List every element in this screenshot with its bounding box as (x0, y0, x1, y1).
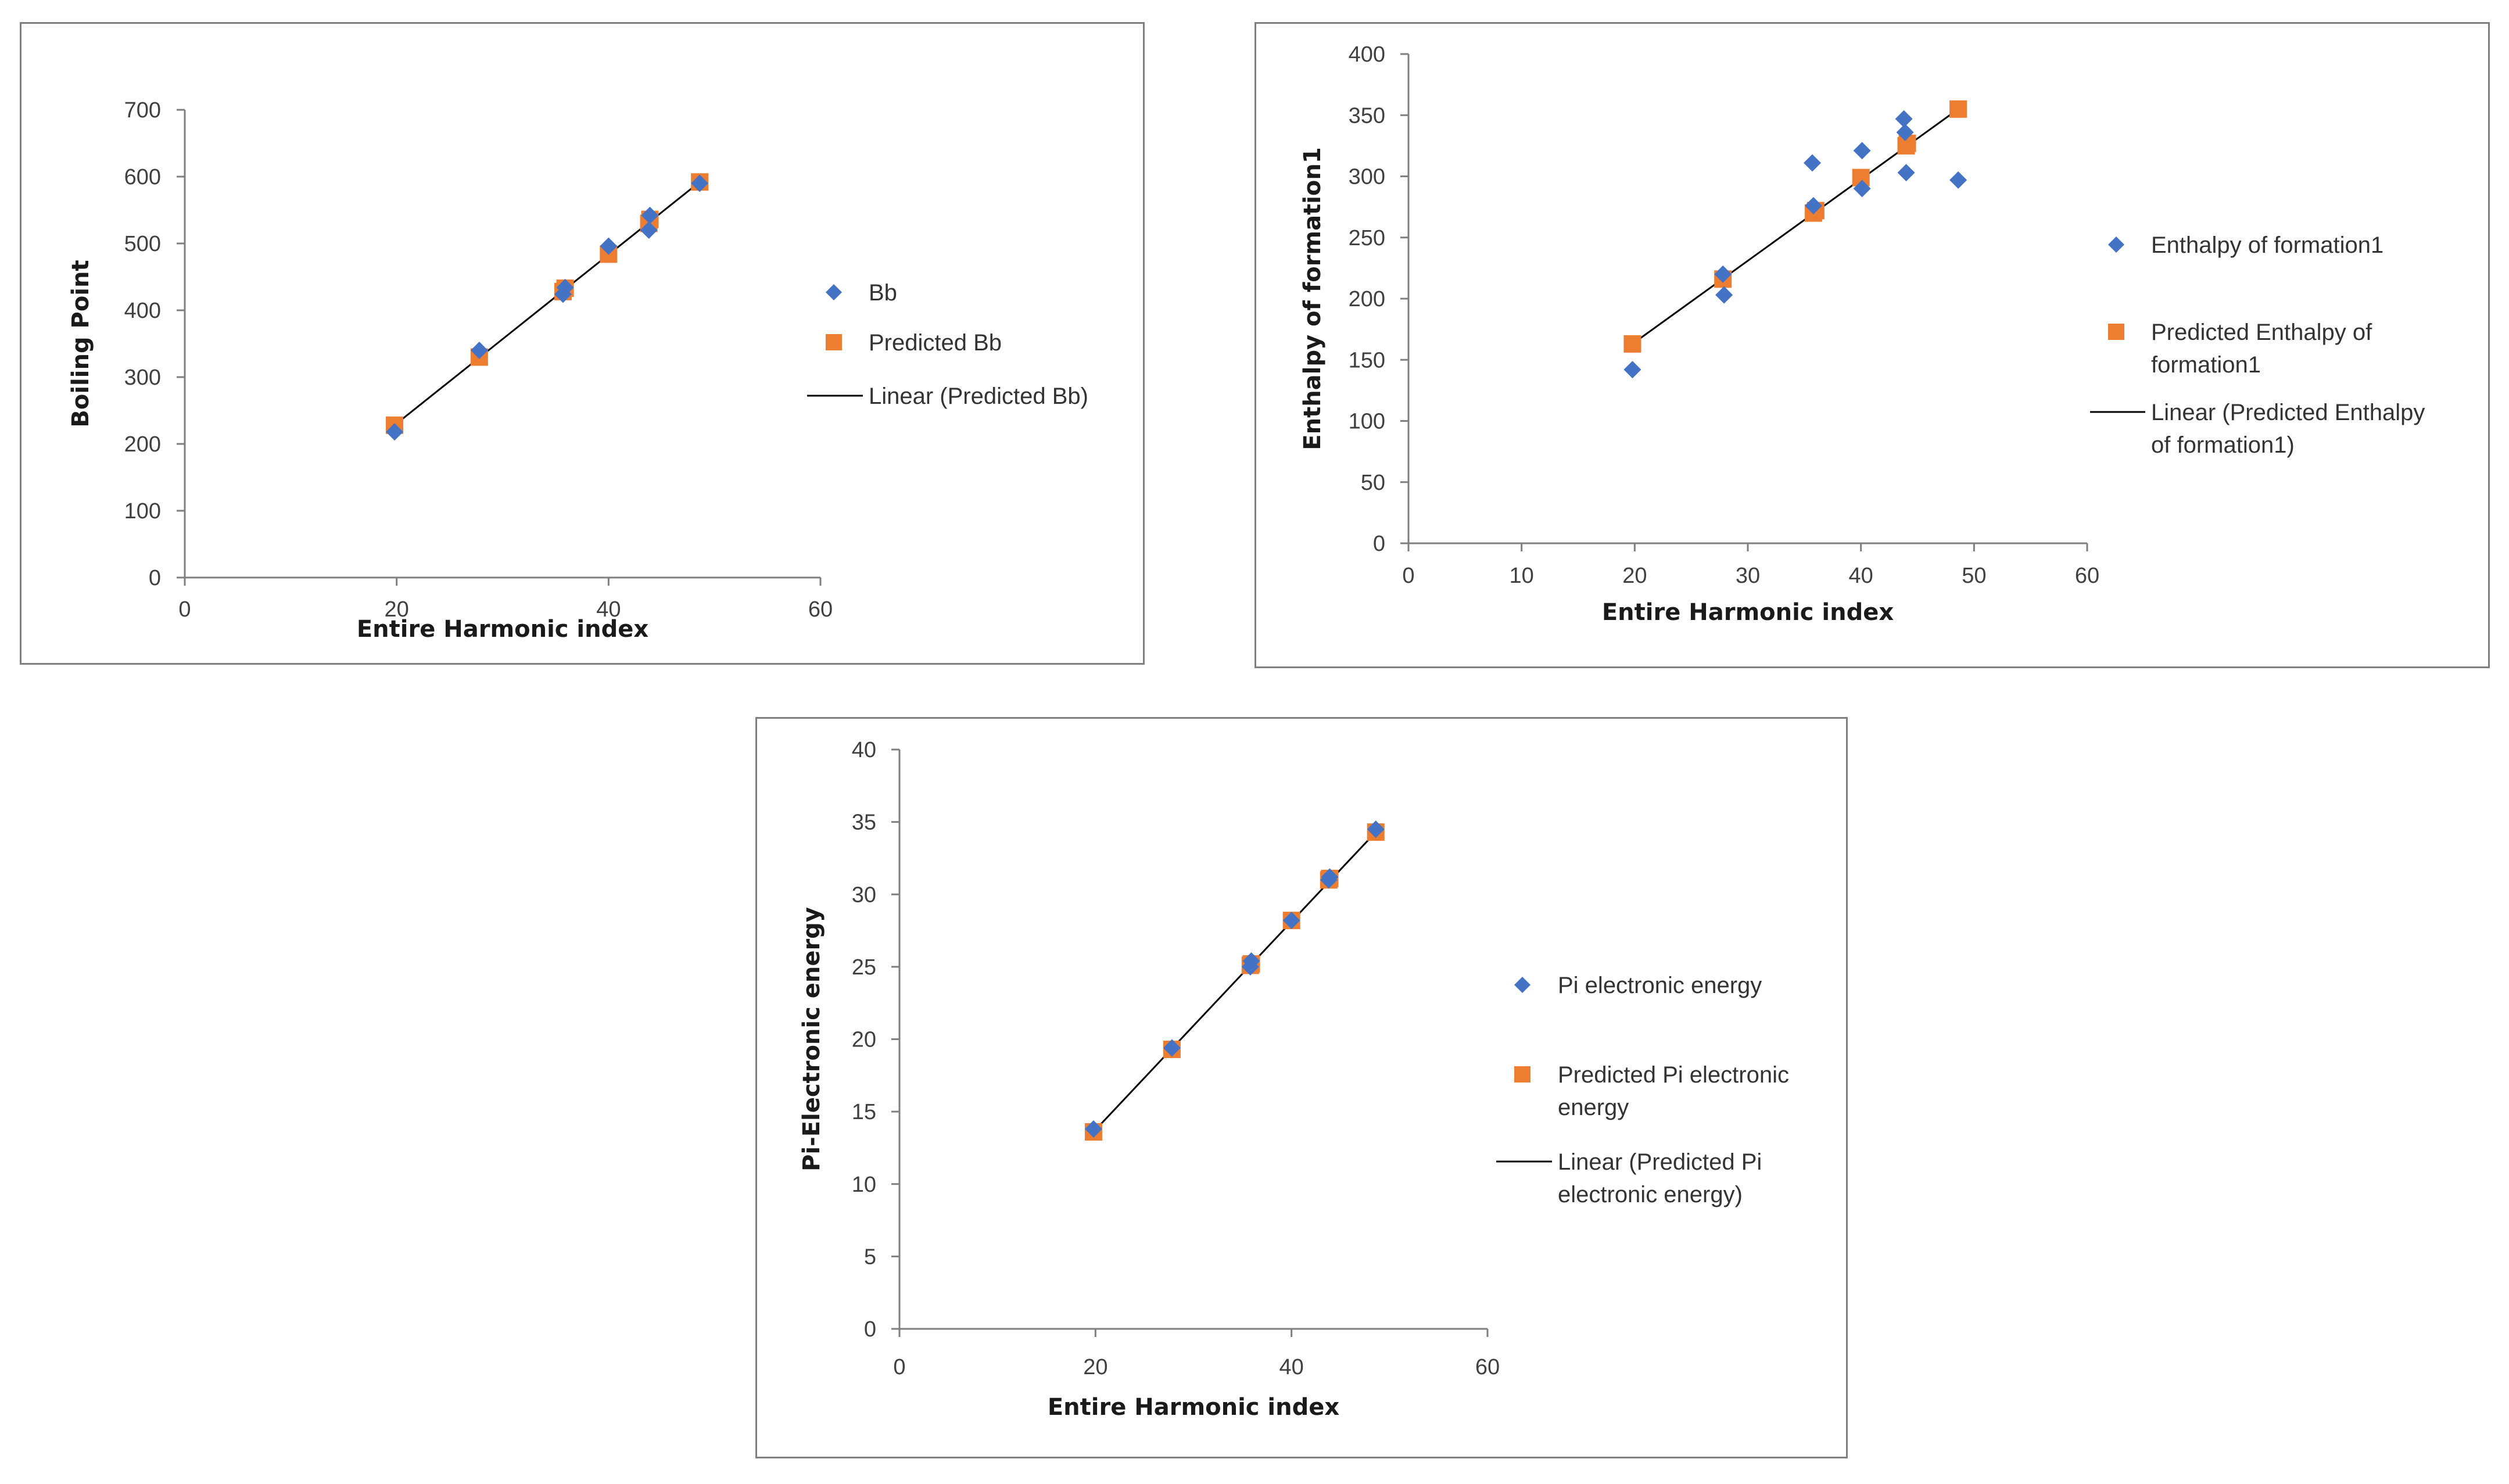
legend-square-icon (826, 334, 842, 350)
y-tick-label: 300 (124, 365, 161, 390)
legend-square-icon (2108, 324, 2124, 340)
observed-point (1321, 868, 1339, 886)
chart-pi-electronic-energy: 0 5 10 15 20 25 30 35 40 0 20 40 60 Entire Harmonic i… (798, 738, 1789, 1421)
y-tick-label: 35 (852, 811, 876, 835)
x-tick-label: 20 (1622, 564, 1647, 588)
observed-point (470, 342, 488, 359)
legend-square-icon (1514, 1066, 1531, 1082)
y-axis-title: Pi-Electronic energy (798, 907, 825, 1171)
chart-boiling-point: 0 100 200 300 400 500 600 700 0 20 40 60 Entire Harm… (67, 98, 1088, 643)
observed-point (1895, 110, 1913, 128)
observed-point (600, 237, 618, 255)
observed-point (386, 423, 404, 441)
observed-point (691, 174, 709, 192)
y-tick-label: 50 (1361, 471, 1385, 495)
chart-enthalpy-of-formation: 0 50 100 150 200 250 300 350 400 0 10 20 30 40 50 60 Ent… (1299, 42, 2425, 626)
observed-point (1897, 164, 1915, 182)
chart-panel-boiling-point: 0 100 200 300 400 500 600 700 0 20 40 60 Entire Harm… (20, 22, 1145, 665)
x-tick-label: 0 (178, 597, 191, 622)
y-tick-label: 0 (149, 566, 161, 590)
observed-point (556, 278, 574, 296)
y-tick-label: 350 (1349, 103, 1385, 128)
legend-label: Linear (Predicted Pi electronic energy) (1558, 1149, 1762, 1207)
legend-label: Predicted Pi electronic energy (1558, 1062, 1789, 1120)
y-tick-label: 200 (1349, 287, 1385, 311)
y-tick-label: 0 (864, 1317, 876, 1342)
observed-point (1949, 171, 1967, 189)
x-tick-label: 50 (1962, 564, 1986, 588)
y-tick-label: 30 (852, 883, 876, 907)
predicted-point (1623, 335, 1641, 353)
x-tick-label: 10 (1510, 564, 1534, 588)
y-tick-label: 5 (864, 1245, 876, 1269)
y-tick-label: 400 (1349, 42, 1385, 67)
observed-point (1853, 180, 1871, 198)
legend-diamond-icon (1514, 977, 1531, 993)
y-tick-label: 250 (1349, 226, 1385, 250)
x-tick-label: 0 (1402, 564, 1414, 588)
x-tick-label: 60 (1475, 1355, 1500, 1379)
x-tick-label: 0 (893, 1355, 905, 1379)
observed-point (1623, 361, 1641, 379)
legend-label: Linear (Predicted Enthalpy of formation1) (2151, 400, 2425, 458)
observed-point (1714, 265, 1732, 283)
observed-point (1896, 123, 1914, 141)
observed-point (641, 206, 659, 224)
observed-point (1163, 1039, 1181, 1057)
observed-point (1853, 142, 1871, 160)
observed-point (1367, 820, 1385, 838)
x-tick-label: 20 (385, 597, 409, 622)
x-tick-label: 60 (2075, 564, 2099, 588)
legend-label: Predicted Enthalpy of formation1 (2151, 320, 2372, 378)
observed-point (1242, 952, 1260, 970)
observed-point (1282, 912, 1300, 930)
observed-point (1804, 197, 1822, 215)
x-axis-title: Entire Harmonic index (1048, 1394, 1340, 1421)
x-axis-title: Entire Harmonic index (1602, 599, 1894, 626)
y-tick-label: 10 (852, 1173, 876, 1197)
y-tick-label: 15 (852, 1100, 876, 1124)
legend-diamond-icon (2108, 236, 2124, 253)
observed-point (1084, 1120, 1102, 1138)
observed-point (640, 221, 658, 239)
legend-diamond-icon (826, 284, 842, 300)
legend-label: Predicted Bb (869, 330, 1002, 356)
x-tick-label: 40 (596, 597, 621, 622)
legend-label: Linear (Predicted Bb) (869, 383, 1088, 409)
y-tick-label: 40 (852, 738, 876, 762)
y-tick-label: 25 (852, 955, 876, 980)
y-tick-label: 200 (124, 432, 161, 457)
y-tick-label: 300 (1349, 165, 1385, 189)
legend-label: Pi electronic energy (1558, 973, 1762, 998)
y-tick-label: 100 (124, 499, 161, 524)
x-tick-label: 20 (1083, 1355, 1107, 1379)
y-tick-label: 600 (124, 165, 161, 189)
legend-label: Enthalpy of formation1 (2151, 232, 2383, 258)
x-axis-title: Entire Harmonic index (357, 616, 649, 643)
x-tick-label: 60 (808, 597, 833, 622)
y-tick-label: 150 (1349, 348, 1385, 372)
y-axis-title: Boiling Point (67, 260, 94, 427)
predicted-point (1949, 100, 1967, 118)
x-tick-label: 30 (1736, 564, 1760, 588)
y-tick-label: 100 (1349, 410, 1385, 434)
y-axis-title: Enthalpy of formation1 (1299, 147, 1326, 450)
y-tick-label: 0 (1373, 532, 1385, 556)
observed-point (1715, 286, 1733, 304)
legend-label: Bb (869, 280, 897, 306)
x-tick-label: 40 (1279, 1355, 1304, 1379)
chart-panel-enthalpy: 0 50 100 150 200 250 300 350 400 0 10 20 30 40 50 60 Ent… (1254, 22, 2490, 668)
y-tick-label: 400 (124, 299, 161, 323)
y-tick-label: 20 (852, 1028, 876, 1052)
chart-panel-pi-electronic-energy: 0 5 10 15 20 25 30 35 40 0 20 40 60 Entire Harmonic i… (755, 717, 1848, 1458)
observed-point (1803, 154, 1821, 172)
x-tick-label: 40 (1849, 564, 1873, 588)
y-tick-label: 700 (124, 98, 161, 123)
y-tick-label: 500 (124, 232, 161, 256)
